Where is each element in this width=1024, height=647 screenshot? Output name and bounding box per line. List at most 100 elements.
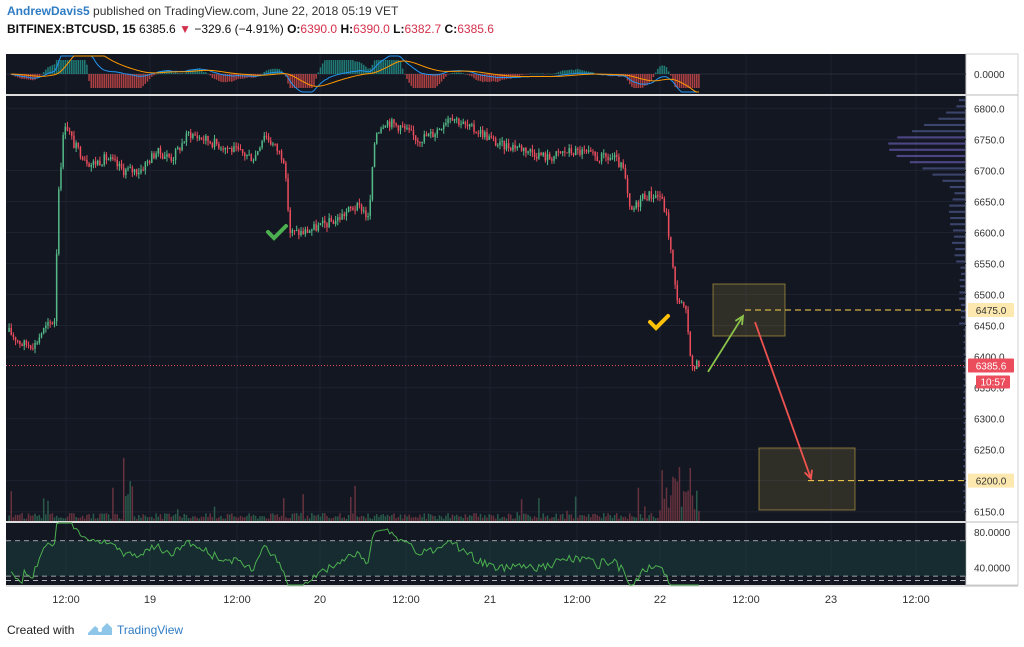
candle-body <box>112 157 114 159</box>
candle-body <box>449 118 451 120</box>
macd-hist-bar <box>486 74 488 82</box>
candle-body <box>272 143 274 145</box>
volume-bar <box>676 481 679 521</box>
volume-profile-bar <box>953 235 965 238</box>
volume-profile-bar <box>912 130 965 133</box>
candle-body <box>641 193 644 199</box>
macd-hist-bar <box>38 74 41 77</box>
volume-bar <box>484 515 486 521</box>
volume-bar <box>36 515 38 521</box>
candle-body <box>516 146 519 149</box>
candle-body <box>282 159 285 163</box>
macd-hist-bar <box>317 72 320 74</box>
macd-hist-bar <box>624 74 627 78</box>
volume-bar <box>501 517 503 521</box>
volume-profile-bar <box>963 508 965 511</box>
volume-bar <box>380 514 382 521</box>
macd-hist-bar <box>81 60 84 74</box>
candle-body <box>391 119 393 128</box>
volume-bar <box>116 514 118 521</box>
candle-body <box>574 148 577 156</box>
volume-bar <box>525 513 527 521</box>
macd-hist-bar <box>680 74 683 88</box>
volume-bar <box>226 513 229 521</box>
time-axis <box>6 587 966 610</box>
volume-bar <box>291 513 294 521</box>
macd-hist-bar <box>503 74 506 80</box>
candle-body <box>609 158 612 160</box>
candle-body <box>306 229 309 233</box>
macd-hist-bar <box>574 69 577 74</box>
candle-body <box>265 135 268 137</box>
macd-hist-bar <box>330 60 333 74</box>
macd-hist-bar <box>432 74 434 88</box>
volume-bar <box>334 516 337 521</box>
macd-hist-bar <box>555 72 557 74</box>
macd-hist-bar <box>529 73 532 74</box>
volume-bar <box>153 518 155 521</box>
volume-bar <box>77 517 80 521</box>
macd-hist-bar <box>269 69 272 74</box>
candle-body <box>189 132 192 139</box>
arrow-head <box>734 314 745 326</box>
volume-bar <box>112 487 114 521</box>
candle-body <box>285 162 287 179</box>
volume-bar <box>176 509 179 521</box>
macd-hist-bar <box>321 63 324 74</box>
macd-hist-bar <box>505 74 508 80</box>
price-tick-label: 6150.0 <box>974 508 1005 519</box>
yellow-check-icon <box>648 314 670 331</box>
candle-body <box>613 154 616 158</box>
candle-body <box>68 130 71 132</box>
author-link[interactable]: AndrewDavis5 <box>7 4 90 18</box>
high-value: 6390.0 <box>353 22 390 36</box>
candle-body <box>235 146 237 148</box>
volume-bar <box>546 515 549 521</box>
chart-canvas[interactable]: 6800.0 6750.0 6700.0 6650.0 6600.0 6550.0 6500… <box>0 40 1024 612</box>
macd-hist-bar <box>525 74 527 75</box>
macd-hist-bar <box>522 74 525 75</box>
macd-hist-bar <box>304 74 307 88</box>
macd-hist-bar <box>187 70 190 74</box>
volume-bar <box>494 518 497 521</box>
volume-bar <box>19 514 21 521</box>
price-tick-label: 6800.0 <box>974 104 1005 115</box>
candle-body <box>453 119 456 121</box>
candle-body <box>194 134 196 136</box>
arrow-shaft <box>754 321 812 479</box>
macd-hist-bar <box>32 74 34 81</box>
tradingview-logo-icon <box>88 623 112 635</box>
volume-bar <box>622 517 624 521</box>
candle-body <box>135 169 138 175</box>
macd-hist-bar <box>367 68 369 74</box>
candle-body <box>401 125 404 127</box>
volume-bar <box>122 457 125 521</box>
candle-body <box>551 158 553 161</box>
candle-body <box>676 284 679 301</box>
candle-body <box>525 147 527 153</box>
macd-hist-bar <box>378 60 380 74</box>
volume-bar <box>90 518 93 521</box>
volume-bar <box>540 518 542 521</box>
volume-bar <box>99 513 101 521</box>
macd-hist-bar <box>442 74 445 80</box>
macd-hist-bar <box>481 74 484 83</box>
volume-bar <box>259 516 261 521</box>
volume-profile-bar <box>963 452 965 455</box>
volume-bar <box>492 515 495 521</box>
volume-profile-bar <box>952 198 965 201</box>
macd-hist-bar <box>650 74 653 81</box>
volume-bar <box>538 498 540 521</box>
macd-hist-bar <box>326 60 328 74</box>
volume-bar <box>306 515 309 521</box>
macd-hist-bar <box>646 74 648 86</box>
candle-body <box>220 148 222 150</box>
macd-hist-bar <box>347 60 350 74</box>
tradingview-brand-link[interactable]: TradingView <box>117 623 184 637</box>
volume-bar <box>650 513 653 521</box>
candle-body <box>531 149 534 153</box>
countdown-label: 10:57 <box>980 378 1005 389</box>
candle-body <box>615 154 618 157</box>
volume-bar <box>135 518 138 521</box>
volume-bar <box>129 481 131 521</box>
